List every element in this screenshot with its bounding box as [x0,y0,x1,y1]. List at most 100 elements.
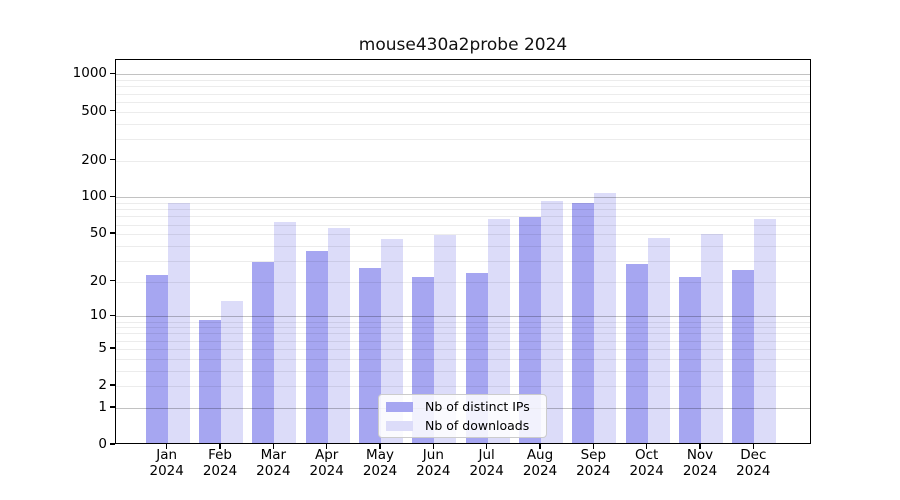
major-gridline [116,316,810,318]
minor-gridline [116,321,810,323]
bar-distinct-ips [572,202,595,443]
bar-downloads [701,234,723,443]
x-tick-label: Jul 2024 [469,447,504,479]
y-axis-tick [110,195,115,198]
x-axis-tick [379,444,381,449]
x-tick-label: Aug 2024 [522,447,558,479]
y-axis-tick [110,109,115,112]
bar-downloads [274,221,297,443]
x-axis-tick [219,444,221,449]
minor-gridline [116,80,810,82]
y-tick-label: 100 [81,188,107,205]
y-tick-label: 500 [81,102,107,119]
bar-distinct-ips [519,217,541,443]
bar-distinct-ips [145,274,168,443]
y-axis-tick [110,384,115,386]
y-tick-label: 0 [98,436,107,452]
minor-gridline [116,216,810,218]
y-axis-tick [110,406,115,408]
minor-gridline [116,123,810,125]
minor-gridline [116,358,810,360]
y-axis-tick [110,347,115,349]
bar-distinct-ips [199,319,222,443]
minor-gridline [116,281,810,283]
x-axis-tick [645,444,648,449]
bar-distinct-ips [252,262,275,443]
major-gridline [116,74,810,76]
minor-gridline [116,203,810,205]
x-tick-label: May 2024 [362,447,398,479]
bar-distinct-ips [732,270,755,443]
x-axis-tick [272,444,275,449]
minor-gridline [116,333,810,335]
y-tick-label: 1 [98,398,107,415]
minor-gridline [116,111,810,113]
minor-gridline [116,224,810,226]
legend-label: Nb of downloads [425,418,530,433]
y-axis-tick [110,443,115,445]
minor-gridline [116,370,810,372]
bar-downloads [647,237,670,443]
legend-swatch-downloads [386,420,413,431]
minor-gridline [116,340,810,342]
y-tick-label: 2 [98,377,107,394]
minor-gridline [116,245,810,247]
y-axis-tick [110,314,115,317]
x-axis-tick [592,444,595,449]
y-tick-label: 20 [89,272,107,289]
y-tick-label: 10 [89,307,107,324]
y-axis-tick [110,72,115,75]
bar-downloads [541,201,563,443]
minor-gridline [116,93,810,95]
x-tick-label: Nov 2024 [682,447,718,479]
bar-distinct-ips [679,277,701,443]
x-tick-label: Mar 2024 [256,447,291,479]
bar-downloads [381,238,404,443]
bar-downloads [434,235,457,443]
minor-gridline [116,260,810,262]
minor-gridline [116,234,810,236]
y-tick-label: 50 [89,225,107,242]
bar-downloads [327,228,350,443]
legend-item: Nb of downloads [386,418,546,433]
minor-gridline [116,101,810,103]
chart-title: mouse430a2probe 2024 [358,35,568,55]
legend-item: Nb of distinct IPs [386,399,546,414]
x-tick-label: Apr 2024 [309,447,344,479]
bar-distinct-ips [359,268,382,443]
x-axis-tick [539,444,541,449]
minor-gridline [116,160,810,162]
x-axis-tick [432,444,435,449]
y-axis-tick [110,232,115,234]
minor-gridline [116,209,810,211]
legend-label: Nb of distinct IPs [425,399,530,414]
bar-downloads [167,202,190,443]
bar-downloads [594,192,617,443]
y-axis-tick [110,158,115,161]
bar-downloads [221,301,244,443]
x-axis-tick [485,444,488,449]
bar-distinct-ips [305,250,328,443]
plot-area [115,59,811,444]
y-tick-label: 1000 [72,65,107,82]
x-tick-label: Oct 2024 [629,447,664,479]
bar-downloads [754,219,777,443]
x-tick-label: Jan 2024 [149,447,184,479]
legend-swatch-distinct-ips [386,401,413,412]
minor-gridline [116,138,810,140]
major-gridline [116,197,810,199]
x-tick-label: Dec 2024 [736,447,771,479]
x-axis-tick [752,444,755,449]
minor-gridline [116,327,810,329]
x-axis-tick [699,444,701,449]
x-axis-tick [166,444,168,449]
y-tick-label: 5 [98,339,107,356]
x-tick-label: Feb 2024 [202,447,238,479]
x-tick-label: Sep 2024 [576,447,611,479]
bar-distinct-ips [625,264,648,443]
y-axis-tick [110,280,115,282]
legend: Nb of distinct IPs Nb of downloads [378,394,547,438]
y-tick-label: 200 [81,151,107,168]
minor-gridline [116,386,810,388]
